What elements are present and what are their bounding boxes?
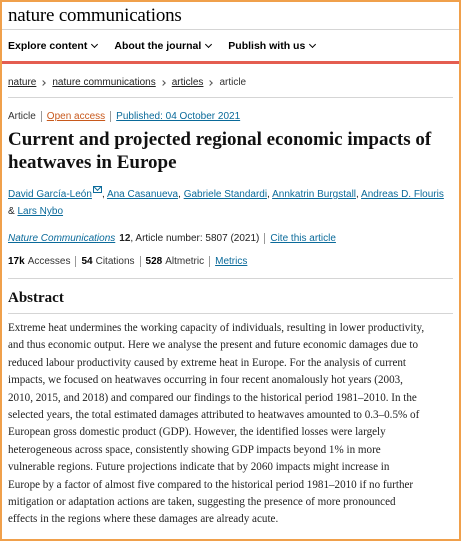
breadcrumb-nature-communications[interactable]: nature communications: [52, 77, 156, 88]
abstract-line: reduced labour productivity caused by ex…: [8, 356, 407, 369]
article-meta: Article Open access Published: 04 Octobe…: [8, 111, 453, 122]
author-link[interactable]: Lars Nybo: [17, 206, 64, 217]
altmetric-count: 528: [145, 256, 163, 267]
separator: [75, 256, 77, 267]
journal-link[interactable]: Nature Communications: [8, 233, 116, 244]
author-link[interactable]: Andreas D. Flouris: [361, 189, 444, 200]
citations-label: Citations: [95, 256, 135, 267]
abstract-line: Europe by a factor of almost five compar…: [8, 478, 414, 491]
chevron-down-icon: [205, 40, 213, 48]
separator: [264, 233, 266, 244]
chevron-right-icon: [159, 79, 166, 86]
divider: [8, 313, 453, 314]
nav-explore-content[interactable]: Explore content: [8, 39, 99, 52]
abstract-text: Extreme heat undermines the working capa…: [8, 320, 453, 529]
abstract-line: impacts, we focused on heatwaves occurri…: [8, 374, 403, 387]
breadcrumb-nature[interactable]: nature: [8, 77, 37, 88]
chevron-down-icon: [309, 40, 317, 48]
abstract-line: effects in the regions where these damag…: [8, 513, 279, 526]
abstract-line: and thus economic output. Here we analys…: [8, 339, 419, 352]
main-nav: Explore content About the journal Publis…: [0, 29, 461, 64]
accesses-label: Accesses: [27, 256, 71, 267]
abstract-line: 2010, 2015, and 2018) and compared our f…: [8, 391, 417, 404]
nav-about-journal[interactable]: About the journal: [114, 39, 213, 52]
altmetric-label: Altmetric: [165, 256, 205, 267]
accesses-count: 17k: [8, 256, 25, 267]
separator: [139, 256, 141, 267]
nav-journal-label: About the journal: [114, 39, 202, 52]
author-link[interactable]: David García-León: [8, 189, 92, 200]
open-access-link[interactable]: Open access: [46, 111, 106, 122]
article-metrics: 17k Accesses 54 Citations 528 Altmetric …: [8, 256, 453, 267]
author-link[interactable]: Annkatrin Burgstall: [272, 189, 357, 200]
abstract-line: mitigation or adaptation actions are tak…: [8, 496, 396, 509]
article-type: Article: [8, 111, 36, 122]
abstract-line: Extreme heat undermines the working capa…: [8, 322, 425, 334]
nav-publish-label: Publish with us: [228, 39, 306, 52]
abstract-line: heterogeneous across space, consistently…: [8, 443, 381, 456]
abstract-line: selected years, the total estimated dama…: [8, 409, 420, 422]
metrics-link[interactable]: Metrics: [215, 256, 248, 267]
citation-line: Nature Communications 12 , Article numbe…: [8, 233, 453, 244]
article-number: , Article number: 5807 (2021): [130, 233, 260, 244]
published-date-link[interactable]: Published: 04 October 2021: [116, 111, 241, 122]
abstract-line: vulnerable regions. Future projections i…: [8, 461, 390, 474]
authors-and: &: [8, 206, 15, 217]
chevron-right-icon: [40, 79, 47, 86]
cite-this-article-link[interactable]: Cite this article: [270, 233, 336, 244]
divider: [8, 97, 453, 98]
chevron-down-icon: [91, 40, 99, 48]
separator: [40, 111, 42, 122]
volume-number: 12: [119, 233, 131, 244]
breadcrumb-current: article: [219, 77, 247, 88]
author-link[interactable]: Gabriele Standardi: [183, 189, 268, 200]
author-list: David García-León, Ana Casanueva, Gabrie…: [8, 186, 453, 220]
article-content: nature nature communications articles ar…: [0, 77, 461, 529]
journal-logo[interactable]: nature communications: [8, 5, 182, 26]
nav-explore-label: Explore content: [8, 39, 88, 52]
nav-publish-with-us[interactable]: Publish with us: [228, 39, 317, 52]
abstract-heading: Abstract: [8, 290, 64, 306]
author-link[interactable]: Ana Casanueva: [106, 189, 179, 200]
breadcrumb: nature nature communications articles ar…: [8, 77, 453, 88]
abstract-line: European gross domestic product (GDP). H…: [8, 426, 386, 439]
divider: [8, 278, 453, 279]
article-title: Current and projected regional economic …: [8, 129, 432, 173]
site-header: nature communications Explore content Ab…: [0, 0, 461, 64]
chevron-right-icon: [207, 79, 214, 86]
separator: [209, 256, 211, 267]
mail-icon[interactable]: [92, 186, 102, 193]
citations-count: 54: [81, 256, 93, 267]
breadcrumb-articles[interactable]: articles: [171, 77, 204, 88]
separator: [110, 111, 112, 122]
